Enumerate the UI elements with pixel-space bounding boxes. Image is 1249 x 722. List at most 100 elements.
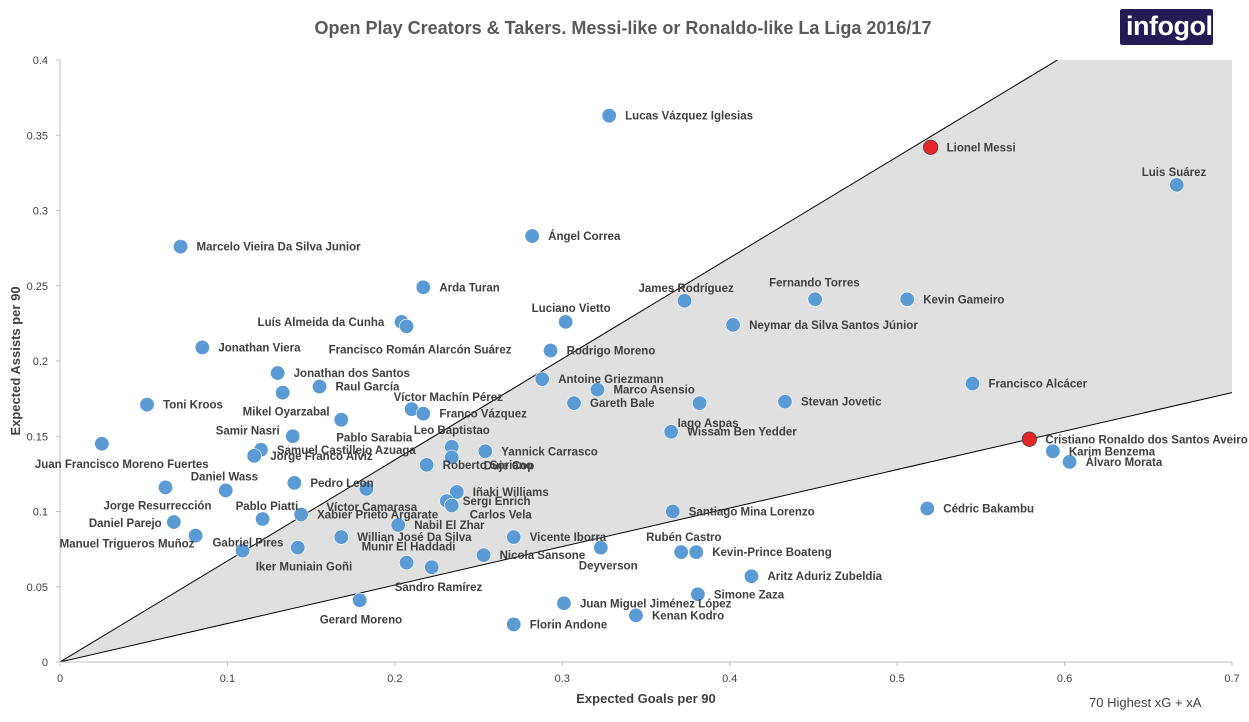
- data-point: [566, 395, 582, 411]
- data-point: [692, 395, 708, 411]
- point-label: Juan Miguel Jiménez López: [580, 598, 732, 610]
- data-point: [777, 394, 793, 410]
- point-label: Álvaro Morata: [1086, 456, 1163, 469]
- point-label: Iago Aspas: [678, 418, 739, 430]
- data-point: [399, 555, 415, 571]
- point-label: Sergi Enrich: [463, 496, 531, 508]
- data-point: [688, 544, 704, 560]
- x-tick-label: 0: [57, 673, 63, 685]
- point-label: Víctor Camarasa: [326, 502, 417, 514]
- data-point: [444, 449, 460, 465]
- x-tick-label: 0.4: [722, 673, 737, 685]
- data-point: [419, 457, 435, 473]
- data-point: [390, 517, 406, 533]
- point-label: Deyverson: [579, 561, 638, 573]
- point-label: Rodrigo Moreno: [567, 345, 656, 357]
- y-tick-label: 0.25: [27, 281, 48, 293]
- data-point: [556, 595, 572, 611]
- point-label: Juan Francisco Moreno Fuertes: [35, 459, 209, 471]
- point-label: Munir El Haddadi: [362, 542, 456, 554]
- data-point: [725, 317, 741, 333]
- point-label: Lionel Messi: [947, 142, 1016, 154]
- data-point: [1021, 431, 1038, 447]
- data-point: [173, 239, 189, 255]
- data-point: [677, 293, 693, 309]
- point-label: Nicola Sansone: [500, 550, 586, 562]
- x-tick-label: 0.7: [1224, 673, 1239, 685]
- point-label: Xabier Prieto Argarate: [317, 510, 438, 522]
- data-point: [477, 443, 493, 459]
- data-point: [234, 543, 250, 559]
- chart-title: Open Play Creators & Takers. Messi-like …: [315, 18, 932, 38]
- x-tick-label: 0.2: [387, 673, 402, 685]
- point-label: Antoine Griezmann: [558, 374, 663, 386]
- data-point: [534, 371, 550, 387]
- shaded-region: [60, 60, 1232, 662]
- point-label: Cédric Bakambu: [943, 503, 1034, 515]
- data-point: [506, 529, 522, 545]
- data-point: [218, 482, 234, 498]
- point-label: Sandro Ramírez: [395, 582, 483, 594]
- point-label: Lucas Vázquez Iglesias: [625, 111, 753, 123]
- data-point: [476, 547, 492, 563]
- data-point: [663, 424, 679, 440]
- reference-line-1: [60, 60, 1059, 662]
- data-point: [358, 481, 374, 497]
- point-label: Yannick Carrasco: [501, 446, 598, 458]
- point-label: James Rodríguez: [639, 283, 734, 295]
- y-tick-label: 0.1: [33, 507, 48, 519]
- y-tick-label: 0.35: [27, 130, 48, 142]
- point-label: Karim Benzema: [1069, 446, 1156, 458]
- y-tick-label: 0.05: [27, 582, 48, 594]
- data-point: [919, 500, 935, 516]
- x-tick-label: 0.6: [1057, 673, 1072, 685]
- data-point: [807, 291, 823, 307]
- data-point: [246, 448, 262, 464]
- x-axis-title: Expected Goals per 90: [576, 691, 715, 706]
- data-point: [275, 385, 291, 401]
- data-point: [1045, 443, 1061, 459]
- data-point: [333, 529, 349, 545]
- point-label: Santiago Mina Lorenzo: [689, 507, 815, 519]
- point-label: Gabriel Pires: [212, 538, 283, 550]
- data-point: [743, 568, 759, 584]
- data-point: [166, 514, 182, 530]
- data-point: [601, 108, 617, 124]
- data-point: [290, 540, 306, 556]
- point-label: Iñaki Williams: [473, 487, 549, 499]
- point-label: Gareth Bale: [590, 398, 655, 410]
- x-tick-label: 0.5: [889, 673, 904, 685]
- y-tick-label: 0.15: [27, 431, 48, 443]
- point-label: Nabil El Zhar: [414, 520, 485, 532]
- data-point: [293, 507, 309, 523]
- point-label: Pedro León: [310, 478, 373, 490]
- y-tick-label: 0: [42, 657, 48, 669]
- data-point: [558, 314, 574, 330]
- point-label: Carlos Vela: [470, 509, 533, 521]
- y-tick-label: 0.4: [33, 55, 48, 67]
- data-point: [506, 616, 522, 632]
- point-label: Jonathan Viera: [218, 342, 301, 354]
- point-label: Jorge Franco Alvíz: [270, 451, 373, 463]
- point-label: Rubén Castro: [646, 532, 721, 544]
- point-label: Aritz Aduriz Zubeldia: [767, 571, 882, 583]
- point-label: Cristiano Ronaldo dos Santos Aveiro: [1045, 434, 1247, 446]
- footnote: 70 Highest xG + xA: [1089, 695, 1202, 710]
- point-label: Florin Andone: [530, 619, 608, 631]
- point-label: Gerard Moreno: [320, 614, 402, 626]
- data-point: [673, 544, 689, 560]
- data-point: [286, 475, 302, 491]
- point-label: Samir Nasri: [216, 425, 280, 437]
- point-label: Luís Almeida da Cunha: [258, 317, 385, 329]
- point-label: Willian José Da Silva: [357, 532, 472, 544]
- infogol-logo: infogol: [1120, 9, 1213, 45]
- data-point: [399, 318, 415, 334]
- data-point: [593, 540, 609, 556]
- point-label: Neymar da Silva Santos Júnior: [749, 320, 918, 332]
- point-label: Marcelo Vieira Da Silva Junior: [197, 242, 362, 254]
- data-point: [1169, 177, 1185, 193]
- point-label: Marco Asensio: [613, 385, 694, 397]
- data-point: [444, 497, 460, 513]
- data-point: [923, 139, 939, 155]
- point-label: Francisco Román Alarcón Suárez: [329, 344, 512, 356]
